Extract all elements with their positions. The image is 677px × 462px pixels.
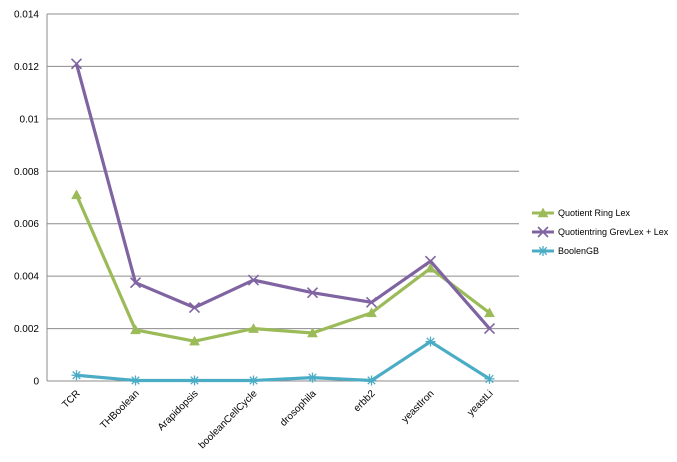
legend-item: Quotientring GrevLex + Lex <box>532 226 669 238</box>
legend-label: BoolenGB <box>558 246 599 256</box>
x-tick-label: Arapidopsis <box>156 388 201 433</box>
data-point-triangle <box>484 307 495 318</box>
data-point-triangle <box>366 307 377 318</box>
series-triangle <box>71 189 495 346</box>
data-point-triangle <box>130 324 141 335</box>
data-point-star <box>189 375 200 386</box>
data-point-triangle <box>537 207 549 218</box>
x-tick-label: yeastIron <box>400 388 437 425</box>
data-point-triangle <box>248 323 259 333</box>
x-tick-label: TCR <box>60 388 82 410</box>
data-point-triangle <box>189 335 200 346</box>
data-point-x <box>247 274 260 286</box>
x-tick-label: THBoolean <box>98 388 141 431</box>
data-point-star <box>307 372 318 383</box>
series-lines <box>70 58 496 386</box>
x-tick-label: drosophila <box>278 388 319 429</box>
data-point-star <box>484 373 495 384</box>
data-point-star <box>366 375 377 386</box>
legend-label: Quotient Ring Lex <box>558 208 631 218</box>
data-point-x <box>424 255 437 267</box>
series-x <box>70 58 496 335</box>
gridlines <box>46 13 519 382</box>
data-point-star <box>130 375 141 386</box>
series-line <box>76 340 491 383</box>
data-point-triangle <box>307 327 318 338</box>
y-tick-label: 0 <box>33 377 39 388</box>
y-tick-label: 0.004 <box>14 272 39 283</box>
y-tick-label: 0.008 <box>14 167 39 178</box>
data-point-star <box>538 246 548 256</box>
y-tick-label: 0.014 <box>14 10 39 21</box>
data-point-x <box>129 277 142 289</box>
data-point-star <box>425 336 436 347</box>
data-point-x <box>306 287 319 299</box>
x-tick-label: booleanCellCycle <box>197 388 260 451</box>
data-point-star <box>248 375 259 386</box>
data-point-x <box>70 58 83 70</box>
y-tick-label: 0.006 <box>14 219 39 230</box>
x-tick-label: erbb2 <box>352 388 378 414</box>
data-point-star <box>71 370 82 381</box>
legend-item: Quotient Ring Lex <box>532 207 631 218</box>
y-tick-label: 0.012 <box>14 62 39 73</box>
series-star <box>71 336 495 386</box>
y-tick-label: 0.01 <box>20 114 40 125</box>
y-tick-label: 0.002 <box>14 324 39 335</box>
legend: Quotient Ring Lex Quotientring GrevLex + … <box>532 207 669 256</box>
legend-label: Quotientring GrevLex + Lex <box>558 227 669 237</box>
data-point-x <box>483 323 496 335</box>
legend-item: BoolenGB <box>532 246 599 256</box>
series-line <box>74 63 491 330</box>
data-point-x <box>537 226 549 238</box>
x-tick-label: yeastLi <box>465 388 495 418</box>
data-point-triangle <box>71 189 82 200</box>
data-point-triangle <box>425 262 436 273</box>
y-axis-tick-labels: 0 0.002 0.004 0.006 0.008 0.01 0.012 0.014 <box>14 10 39 388</box>
series-line <box>75 194 491 343</box>
data-point-x <box>365 296 378 308</box>
data-point-x <box>188 302 201 314</box>
